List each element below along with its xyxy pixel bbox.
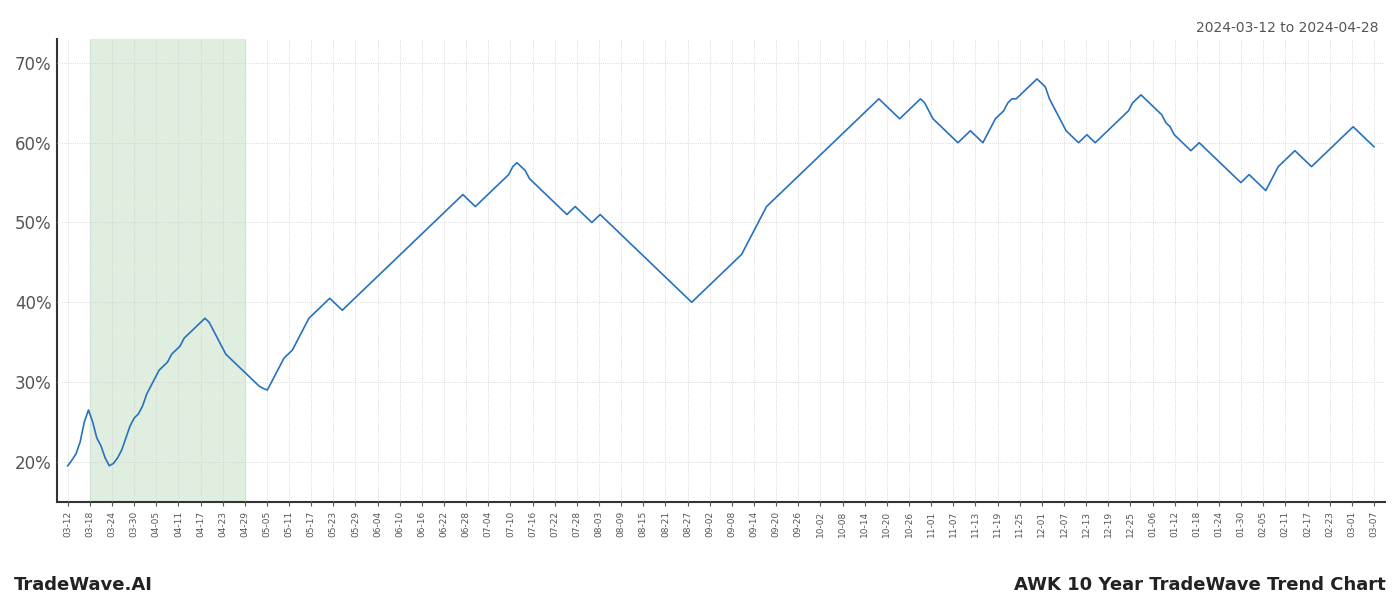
Text: TradeWave.AI: TradeWave.AI [14,576,153,594]
Text: AWK 10 Year TradeWave Trend Chart: AWK 10 Year TradeWave Trend Chart [1014,576,1386,594]
Text: 2024-03-12 to 2024-04-28: 2024-03-12 to 2024-04-28 [1197,21,1379,35]
Bar [90,39,245,502]
